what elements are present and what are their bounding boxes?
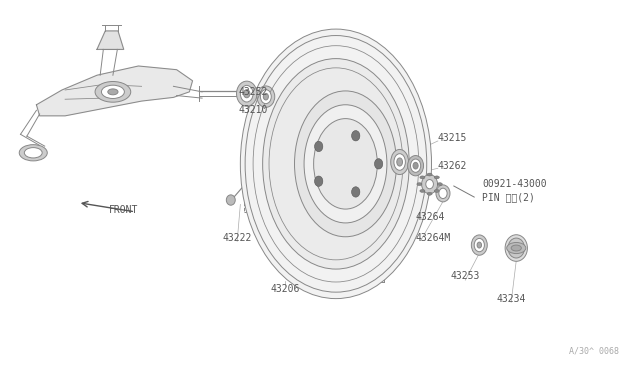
Circle shape — [427, 192, 432, 195]
Ellipse shape — [408, 155, 424, 176]
Text: 43206: 43206 — [270, 284, 300, 294]
Ellipse shape — [257, 86, 275, 108]
Ellipse shape — [471, 235, 487, 255]
Circle shape — [437, 183, 442, 186]
Polygon shape — [36, 66, 193, 116]
Circle shape — [507, 243, 526, 254]
Ellipse shape — [505, 235, 527, 261]
Circle shape — [420, 176, 425, 179]
Circle shape — [435, 189, 440, 192]
Text: 43252: 43252 — [239, 87, 268, 97]
Ellipse shape — [294, 91, 396, 237]
Circle shape — [417, 183, 422, 186]
Circle shape — [427, 173, 432, 176]
Ellipse shape — [413, 162, 418, 169]
Ellipse shape — [397, 158, 403, 166]
Text: 43234: 43234 — [497, 294, 526, 304]
Ellipse shape — [508, 238, 525, 258]
Text: 43262: 43262 — [438, 161, 467, 171]
Ellipse shape — [260, 90, 271, 104]
Ellipse shape — [426, 180, 433, 189]
Ellipse shape — [314, 176, 323, 186]
Ellipse shape — [314, 119, 378, 209]
Text: PIN ピン(2): PIN ピン(2) — [483, 192, 536, 202]
Ellipse shape — [351, 187, 360, 197]
Ellipse shape — [422, 174, 438, 194]
Circle shape — [435, 176, 440, 179]
Ellipse shape — [374, 159, 383, 169]
Text: 43253: 43253 — [451, 272, 480, 282]
Circle shape — [108, 89, 118, 95]
Ellipse shape — [394, 154, 405, 170]
Text: A/30^ 0068: A/30^ 0068 — [570, 347, 620, 356]
Circle shape — [511, 245, 522, 251]
Text: 43215: 43215 — [438, 133, 467, 143]
Polygon shape — [97, 31, 124, 49]
Ellipse shape — [314, 141, 323, 152]
Circle shape — [420, 189, 425, 192]
Text: 43264M: 43264M — [415, 233, 451, 243]
Ellipse shape — [351, 131, 360, 141]
Ellipse shape — [436, 185, 450, 202]
Ellipse shape — [410, 159, 420, 172]
Ellipse shape — [439, 188, 447, 199]
Text: 43222: 43222 — [223, 233, 252, 243]
Ellipse shape — [263, 93, 268, 100]
Circle shape — [19, 145, 47, 161]
Ellipse shape — [227, 195, 236, 205]
Circle shape — [95, 81, 131, 102]
Ellipse shape — [241, 29, 431, 299]
Text: 43210: 43210 — [239, 105, 268, 115]
Ellipse shape — [391, 150, 408, 174]
Ellipse shape — [241, 86, 253, 102]
Ellipse shape — [262, 59, 409, 269]
Ellipse shape — [477, 242, 481, 248]
Text: FRONT: FRONT — [108, 205, 138, 215]
Text: 00921-43000: 00921-43000 — [483, 179, 547, 189]
Text: 43264: 43264 — [415, 212, 445, 222]
Circle shape — [101, 85, 124, 99]
Ellipse shape — [304, 105, 387, 223]
Ellipse shape — [237, 81, 257, 106]
Circle shape — [24, 148, 42, 158]
Ellipse shape — [474, 238, 484, 252]
Ellipse shape — [244, 90, 250, 98]
